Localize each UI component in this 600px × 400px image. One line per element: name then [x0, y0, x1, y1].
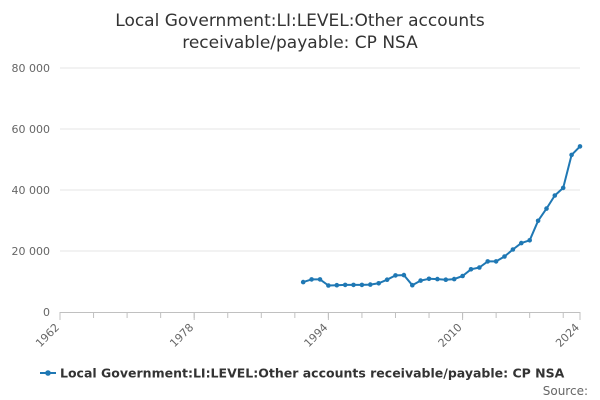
- data-point[interactable]: [426, 276, 432, 282]
- legend-item-label[interactable]: Local Government:LI:LEVEL:Other accounts…: [60, 366, 565, 381]
- source-label: Source:: [543, 384, 588, 398]
- x-tick-label: 2024: [553, 321, 582, 350]
- y-tick-label: 0: [43, 306, 50, 319]
- data-point[interactable]: [544, 206, 549, 211]
- data-point[interactable]: [359, 282, 365, 288]
- data-point[interactable]: [519, 240, 524, 246]
- chart-title: Local Government:LI:LEVEL:Other accounts…: [115, 11, 485, 53]
- series-line: [302, 145, 581, 287]
- series-group: [300, 144, 583, 288]
- data-point[interactable]: [368, 282, 373, 287]
- data-point[interactable]: [300, 279, 306, 285]
- data-point[interactable]: [527, 238, 532, 243]
- x-tick-label: 1962: [33, 321, 62, 350]
- data-point[interactable]: [535, 218, 541, 224]
- data-point[interactable]: [401, 272, 407, 278]
- y-tick-label: 20 000: [12, 245, 51, 258]
- data-point[interactable]: [502, 254, 507, 259]
- data-point[interactable]: [418, 278, 423, 283]
- data-point[interactable]: [410, 282, 415, 288]
- data-point[interactable]: [560, 185, 566, 191]
- data-point[interactable]: [443, 277, 449, 283]
- legend-swatch-marker: [45, 370, 51, 376]
- data-point[interactable]: [577, 144, 583, 149]
- data-point[interactable]: [376, 281, 382, 286]
- x-axis: 1962 1978 1994 2010 2024: [33, 312, 582, 350]
- chart-title-line-2: receivable/payable: CP NSA: [182, 33, 418, 53]
- data-point[interactable]: [342, 282, 348, 288]
- y-tick-label: 40 000: [12, 184, 51, 197]
- data-point[interactable]: [468, 267, 474, 272]
- data-point[interactable]: [393, 273, 398, 278]
- data-point[interactable]: [309, 277, 314, 282]
- data-point[interactable]: [510, 247, 516, 252]
- data-point[interactable]: [351, 282, 356, 288]
- data-point[interactable]: [493, 259, 499, 264]
- data-point[interactable]: [384, 277, 390, 283]
- y-axis-tick-labels: 0 20 000 40 000 60 000 80 000: [12, 62, 51, 319]
- legend[interactable]: Local Government:LI:LEVEL:Other accounts…: [40, 366, 565, 381]
- gridlines: [60, 67, 580, 252]
- data-point[interactable]: [569, 152, 574, 158]
- data-point[interactable]: [334, 282, 340, 288]
- data-point[interactable]: [451, 276, 457, 282]
- data-point[interactable]: [435, 276, 440, 282]
- x-tick-label: 2010: [436, 321, 465, 350]
- x-tick-label: 1978: [167, 321, 196, 350]
- data-point[interactable]: [485, 259, 491, 264]
- data-point[interactable]: [477, 265, 482, 270]
- data-point[interactable]: [317, 277, 323, 282]
- chart-title-line-1: Local Government:LI:LEVEL:Other accounts: [115, 11, 485, 31]
- x-tick-label: 1994: [302, 321, 331, 350]
- data-point[interactable]: [326, 283, 331, 288]
- y-tick-label: 80 000: [12, 62, 51, 75]
- y-tick-label: 60 000: [12, 123, 51, 136]
- data-point[interactable]: [460, 273, 465, 279]
- data-point[interactable]: [552, 193, 558, 198]
